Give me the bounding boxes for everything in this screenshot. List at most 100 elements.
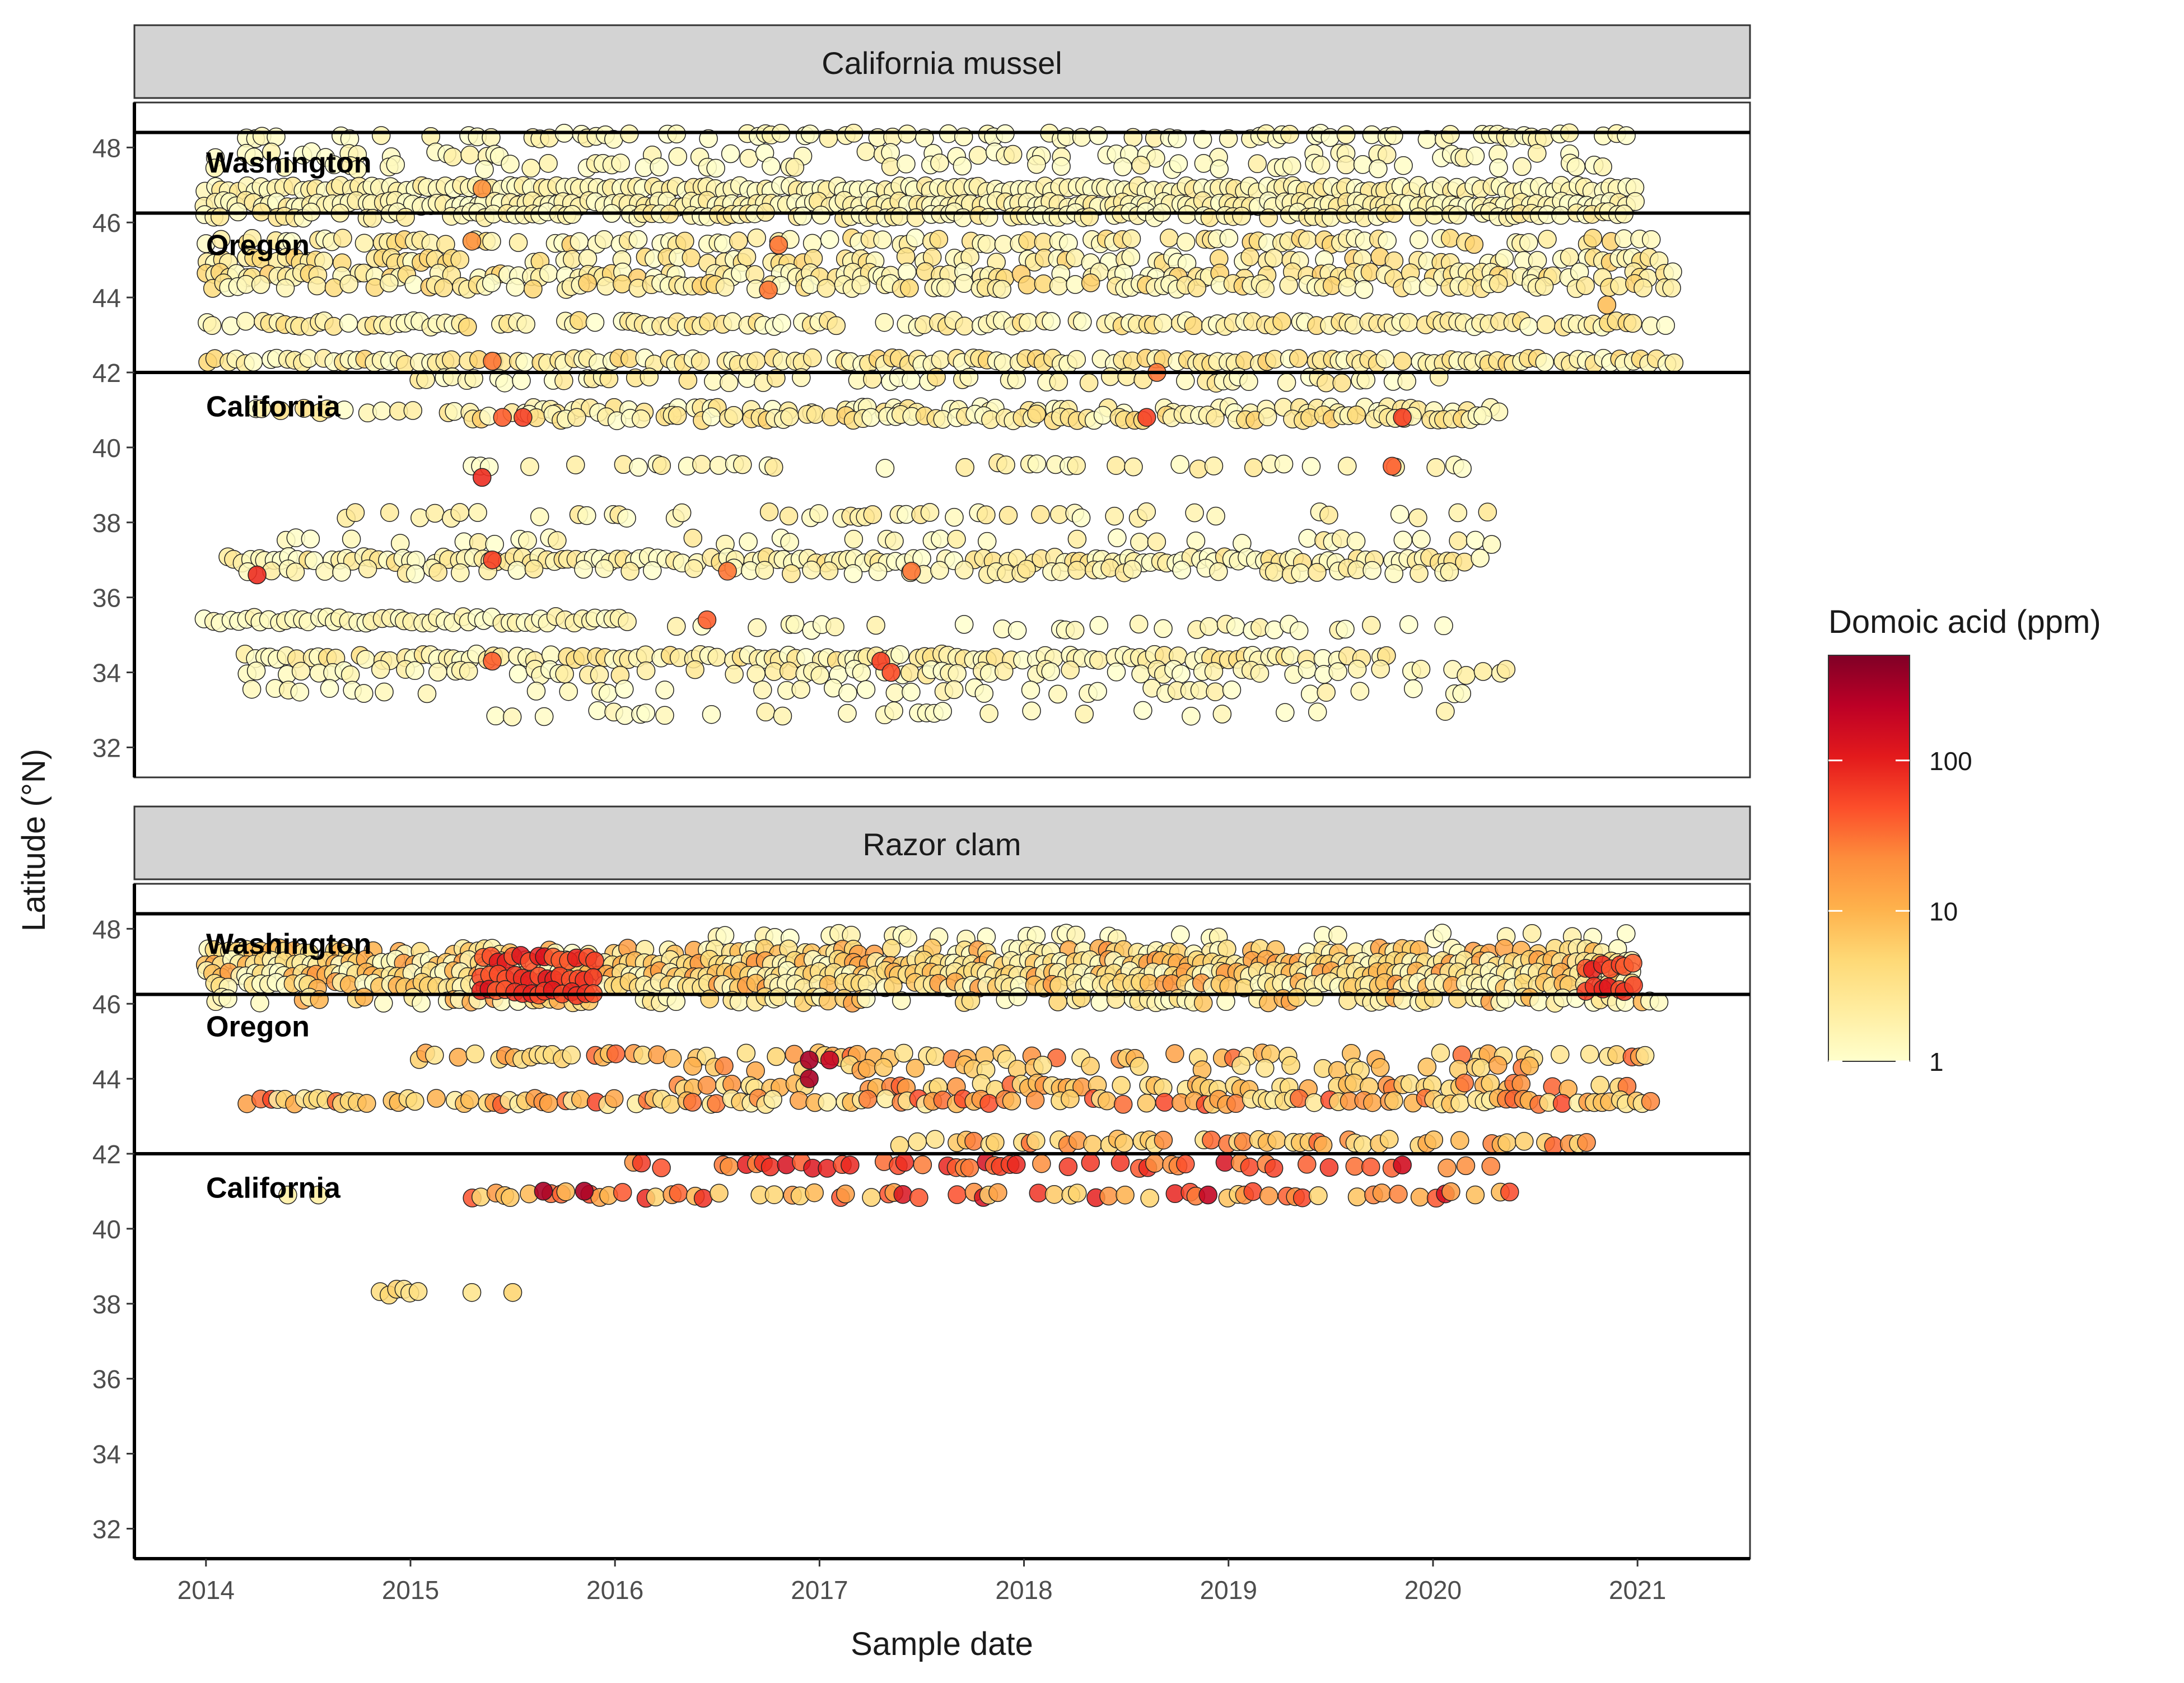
- data-point: [890, 1136, 909, 1155]
- data-point: [372, 401, 391, 421]
- data-point: [599, 684, 618, 703]
- data-point: [354, 234, 374, 253]
- data-point: [1544, 1136, 1563, 1155]
- data-point: [483, 550, 502, 570]
- data-point: [1656, 316, 1676, 335]
- data-point: [655, 680, 674, 700]
- data-point: [574, 560, 593, 579]
- data-point: [1212, 705, 1232, 724]
- data-point: [1017, 560, 1036, 579]
- data-point: [1264, 562, 1284, 582]
- data-point: [1496, 660, 1516, 679]
- data-point: [718, 562, 737, 581]
- data-point: [948, 664, 967, 683]
- data-point: [434, 278, 453, 297]
- data-point: [1417, 1057, 1437, 1076]
- data-point: [1256, 279, 1275, 298]
- data-point: [801, 275, 820, 295]
- data-point: [1403, 679, 1423, 698]
- data-point: [450, 250, 469, 269]
- panel-california-mussel: California mussel Washington Oregon Califo…: [92, 24, 1751, 778]
- data-point: [526, 682, 546, 701]
- y-axis-california-mussel: 32 34 36 38 40 42 44 46 48: [92, 102, 136, 777]
- data-point: [1170, 455, 1189, 474]
- data-point: [1137, 408, 1156, 427]
- data-point: [968, 146, 988, 165]
- data-point: [534, 707, 554, 726]
- data-point: [1304, 987, 1324, 1007]
- x-tick-label: 2018: [995, 1575, 1052, 1605]
- data-point: [930, 561, 949, 580]
- data-point: [1206, 506, 1225, 526]
- y-tick-label: 42: [92, 358, 121, 388]
- data-point: [559, 682, 578, 701]
- data-point: [1250, 664, 1270, 683]
- data-point: [1113, 157, 1132, 176]
- data-point: [570, 311, 589, 330]
- data-point: [682, 248, 701, 268]
- data-point: [1448, 206, 1467, 225]
- data-point: [1083, 1135, 1102, 1154]
- data-point: [617, 509, 636, 528]
- data-point: [1018, 231, 1037, 250]
- data-point: [908, 1132, 927, 1151]
- data-point: [1177, 254, 1197, 273]
- data-point: [1114, 1134, 1133, 1153]
- data-point: [1452, 684, 1472, 703]
- data-point: [1130, 533, 1149, 552]
- data-point: [575, 1182, 594, 1201]
- data-point: [374, 994, 393, 1013]
- data-point: [1042, 312, 1061, 331]
- data-point: [1003, 144, 1023, 164]
- color-legend: Domoic acid (ppm) 1 10 100: [1828, 604, 2101, 1076]
- data-point: [1176, 232, 1196, 251]
- data-point: [1298, 230, 1317, 250]
- data-point: [290, 682, 310, 702]
- data-point: [1593, 157, 1612, 176]
- data-point: [1372, 1183, 1392, 1202]
- panel-title-california-mussel: California mussel: [822, 45, 1062, 81]
- data-point: [709, 456, 729, 475]
- data-point: [594, 230, 614, 249]
- state-label: California: [206, 390, 341, 423]
- data-point: [793, 207, 813, 226]
- data-point: [800, 1050, 819, 1070]
- data-point: [1101, 367, 1120, 386]
- data-point: [851, 276, 871, 295]
- data-point: [632, 1153, 651, 1173]
- data-point: [897, 155, 916, 174]
- data-point: [852, 663, 871, 682]
- data-point: [1200, 617, 1219, 636]
- data-point: [460, 145, 479, 165]
- data-point: [412, 994, 431, 1013]
- data-point: [1313, 1135, 1333, 1155]
- data-point: [861, 408, 881, 427]
- data-point: [1552, 1094, 1572, 1113]
- data-point: [1500, 1182, 1519, 1202]
- x-tick-label: 2015: [382, 1575, 439, 1605]
- data-point: [683, 1093, 702, 1112]
- data-point: [506, 277, 525, 297]
- data-point: [913, 1155, 932, 1174]
- data-point: [733, 455, 752, 474]
- data-point: [1438, 1158, 1457, 1178]
- data-point: [1319, 505, 1338, 525]
- data-point: [1280, 124, 1299, 144]
- data-point: [762, 156, 781, 176]
- data-point: [1130, 1057, 1149, 1076]
- data-point: [1116, 1185, 1135, 1205]
- data-point: [275, 158, 294, 177]
- data-point: [1551, 1045, 1570, 1064]
- data-point: [1075, 705, 1094, 724]
- data-point: [1412, 530, 1431, 549]
- data-point: [1105, 506, 1124, 526]
- data-point: [1528, 143, 1547, 163]
- data-point: [800, 1069, 819, 1088]
- data-point: [486, 706, 505, 726]
- data-point: [1662, 278, 1681, 298]
- data-point: [562, 1046, 581, 1065]
- data-point: [1209, 562, 1228, 581]
- data-point: [1347, 1187, 1367, 1206]
- data-point: [974, 684, 994, 703]
- data-point: [636, 645, 655, 665]
